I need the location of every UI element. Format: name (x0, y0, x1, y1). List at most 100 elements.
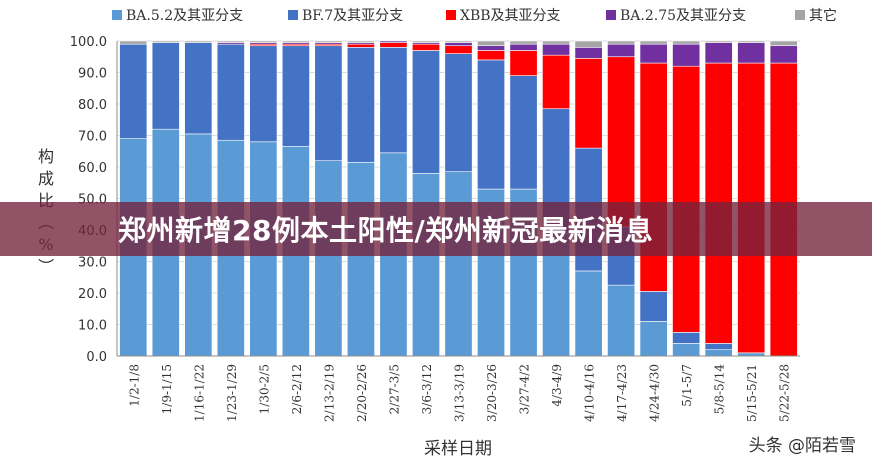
bar-segment (574, 40, 603, 48)
x-tick-label: 5/8-5/14 (713, 364, 727, 415)
bar-segment (607, 43, 636, 58)
bar-segment (314, 40, 343, 43)
bar-segment (509, 43, 538, 51)
bar-segment (412, 43, 440, 51)
bar-segment (607, 284, 636, 357)
x-axis-label: 采样日期 (424, 439, 492, 459)
bar-segment (346, 43, 375, 48)
bar-segment (119, 40, 148, 45)
bar-segment (737, 42, 766, 64)
bar-segment (672, 343, 701, 357)
bar-segment (216, 43, 245, 141)
x-tick-label: 1/2-1/8 (127, 364, 141, 407)
bar-segment (769, 40, 798, 47)
x-tick-label: 2/13-2/19 (322, 364, 336, 422)
legend-swatch (288, 10, 298, 20)
bar-segment (346, 161, 375, 357)
chart-legend: BA.5.2及其亚分支 BF.7及其亚分支 XBB及其亚分支 BA.2.75及其亚分支… (112, 7, 837, 24)
x-tick-label: 4/10-4/16 (583, 364, 597, 422)
bar-segment (639, 62, 668, 292)
y-tick-label: 60.0 (78, 161, 107, 176)
legend-swatch (606, 10, 616, 20)
bar-segment (477, 45, 505, 51)
bar-segment (379, 46, 408, 154)
bar-segment (151, 42, 180, 130)
bar-segment (412, 173, 440, 357)
bar-segment (249, 40, 278, 43)
bar-segment (249, 45, 278, 143)
legend-label: BA.2.75及其亚分支 (620, 8, 746, 24)
source-watermark: 头条 @陌若雪 (748, 436, 856, 456)
x-tick-label: 1/30-2/5 (257, 364, 271, 414)
y-tick-label: 80.0 (78, 98, 107, 113)
y-tick-label: 90.0 (78, 67, 107, 82)
bar-segment (672, 40, 701, 45)
bar-segment (639, 43, 668, 64)
x-tick-label: 2/20-2/26 (355, 364, 369, 422)
x-tick-label: 2/6-2/12 (290, 364, 304, 414)
y-tick-label: 30.0 (78, 256, 107, 271)
bar-segment (444, 40, 473, 43)
bar-segment (639, 291, 668, 322)
x-tick-label: 2/27-3/5 (387, 364, 401, 414)
legend-swatch (446, 10, 456, 20)
chart-bars (119, 40, 798, 357)
y-tick-label: 0.0 (86, 350, 107, 365)
bar-segment (574, 46, 603, 59)
bar-segment (412, 40, 440, 43)
x-tick-label: 5/22-5/28 (778, 364, 792, 422)
bar-segment (639, 321, 668, 357)
headline-title: 郑州新增28例本土阳性/郑州新冠最新消息 (118, 214, 654, 247)
y-tick-label: 20.0 (78, 287, 107, 302)
bar-segment (379, 40, 408, 43)
chart-axes (116, 41, 800, 357)
bar-segment (346, 40, 375, 43)
y-axis-label-char: 构 (38, 147, 54, 166)
bar-segment (477, 50, 505, 61)
bar-segment (346, 46, 375, 163)
bar-segment (444, 171, 473, 357)
bar-segment (704, 42, 733, 64)
legend-label: XBB及其亚分支 (460, 8, 561, 24)
bar-segment (639, 40, 668, 45)
bar-segment (444, 53, 473, 173)
bar-segment (607, 40, 636, 45)
x-tick-label: 3/27-4/2 (518, 364, 532, 414)
bar-segment (477, 59, 505, 190)
legend-swatch (795, 10, 805, 20)
x-tick-label: 1/9-1/15 (160, 364, 174, 414)
bar-segment (574, 58, 603, 149)
bar-segment (542, 40, 571, 45)
legend-label: BA.5.2及其亚分支 (126, 8, 243, 24)
x-tick-label: 4/3-4/9 (550, 364, 564, 407)
y-axis-tick-labels: 0.010.020.030.040.050.060.070.080.090.01… (70, 35, 107, 365)
x-tick-label: 1/23-1/29 (225, 364, 239, 422)
bar-segment (184, 42, 213, 135)
bar-segment (281, 40, 310, 43)
x-tick-label: 5/15-5/21 (745, 364, 759, 422)
bar-segment (314, 160, 343, 357)
headline-banner: 郑州新增28例本土阳性/郑州新冠最新消息 (0, 202, 872, 256)
bar-segment (216, 40, 245, 43)
x-tick-label: 1/16-1/22 (192, 364, 206, 422)
bar-segment (672, 43, 701, 67)
y-tick-label: 10.0 (78, 319, 107, 334)
bar-segment (704, 40, 733, 43)
x-tick-label: 4/24-4/30 (648, 364, 662, 422)
bar-segment (769, 45, 798, 64)
bar-segment (704, 349, 733, 357)
bar-segment (444, 45, 473, 54)
bar-segment (281, 45, 310, 147)
x-tick-label: 3/20-3/26 (485, 364, 499, 422)
x-axis-tick-labels: 1/2-1/8 1/9-1/15 1/16-1/22 1/23-1/29 1/30-2/… (127, 364, 791, 422)
bar-segment (574, 270, 603, 357)
bar-segment (412, 50, 440, 174)
bar-segment (184, 40, 213, 43)
y-axis-label-char: 成 (38, 169, 54, 188)
bar-segment (542, 43, 571, 56)
x-tick-label: 3/6-3/12 (420, 364, 434, 414)
legend-label: BF.7及其亚分支 (302, 8, 403, 24)
bar-segment (509, 50, 538, 76)
x-tick-label: 3/13-3/19 (453, 364, 467, 422)
x-tick-label: 4/17-4/23 (615, 364, 629, 422)
